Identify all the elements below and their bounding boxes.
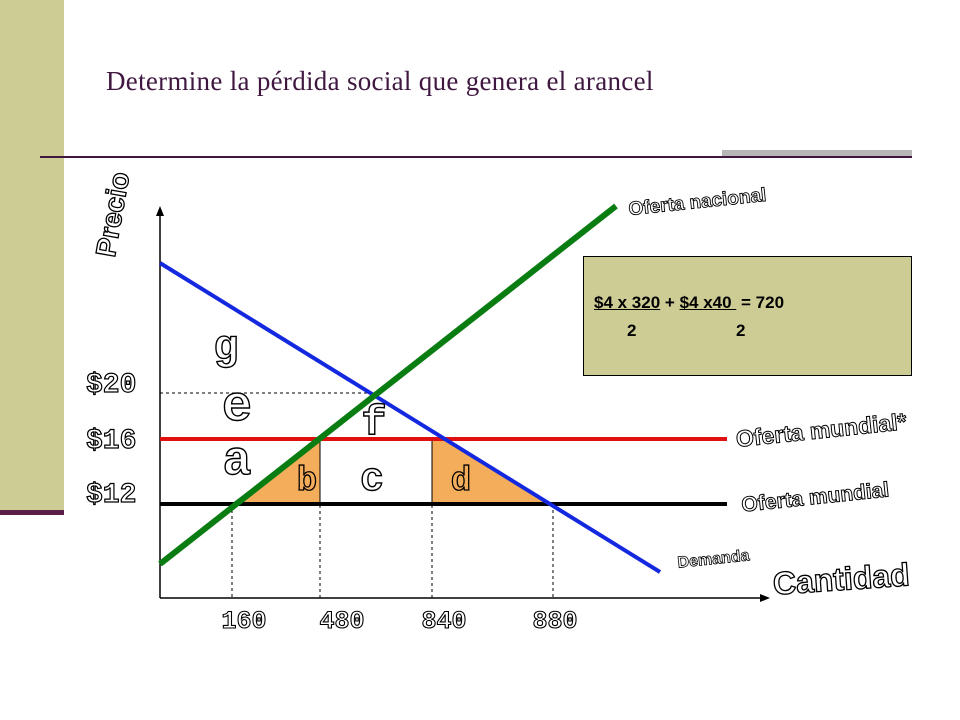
price-tick-20: $20	[86, 370, 136, 401]
area-letter-a: a	[223, 435, 252, 489]
label-demanda: Demanda	[677, 547, 751, 571]
label-oferta-mundial-tariff: Oferta mundial*	[735, 408, 908, 452]
area-letter-c: c	[360, 458, 384, 503]
formula-plus: +	[660, 293, 680, 312]
price-tick-12: $12	[86, 480, 136, 511]
formula-denominator-1: 2	[627, 321, 637, 340]
area-letter-g: g	[213, 324, 238, 372]
formula-box: $4 x 320 + $4 x40 = 720 2 2	[583, 256, 912, 376]
qty-tick-880: 880	[532, 607, 577, 636]
supply-line	[158, 203, 618, 567]
formula-denominator-2: 2	[736, 321, 746, 340]
title-divider	[40, 156, 912, 158]
formula-numerator-line: $4 x 320 + $4 x40 = 720	[594, 293, 784, 313]
qty-tick-840: 840	[421, 607, 466, 636]
title-divider-accent	[722, 150, 912, 156]
slide-title: Determine la pérdida social que genera e…	[106, 66, 654, 96]
x-axis-arrow	[760, 594, 770, 602]
left-decor-bar	[0, 510, 64, 515]
formula-result: = 720	[736, 293, 785, 312]
label-oferta-mundial: Oferta mundial	[740, 478, 890, 516]
x-axis-label: Cantidad	[772, 556, 911, 601]
qty-tick-160: 160	[221, 607, 266, 636]
area-letter-b: b	[297, 463, 317, 501]
demand-line	[158, 261, 662, 574]
formula-term-1: $4 x 320	[594, 293, 661, 312]
qty-tick-480: 480	[319, 607, 364, 636]
formula-term-2: $4 x40	[679, 293, 737, 312]
y-axis-arrow	[156, 206, 164, 216]
label-oferta-nacional: Oferta nacional	[628, 185, 768, 220]
area-letter-d: d	[451, 463, 471, 501]
y-axis-label: Precio	[90, 170, 135, 260]
left-decor-band	[0, 0, 64, 510]
area-letter-f: f	[361, 399, 386, 447]
price-tick-16: $16	[86, 426, 136, 457]
area-letter-e: e	[222, 379, 252, 436]
